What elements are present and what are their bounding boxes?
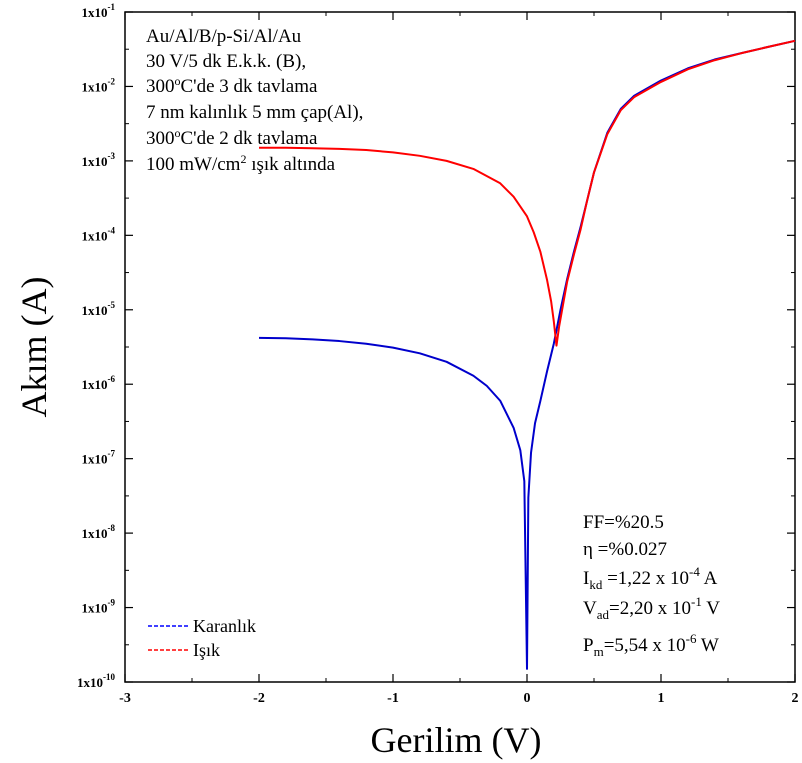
solar-cell-parameters: FF=%20.5 η =%0.027 Ikd =1,22 x 10-4 A Va… bbox=[583, 512, 720, 659]
y-tick-label: 1x10-10 bbox=[77, 672, 115, 690]
param-vad: Vad=2,20 x 10-1 V bbox=[583, 594, 720, 622]
x-axis-label: Gerilim (V) bbox=[371, 720, 542, 760]
legend-label-isik: Işık bbox=[193, 640, 220, 660]
y-tick-label: 1x10-7 bbox=[82, 449, 116, 467]
x-tick-label: -3 bbox=[119, 691, 131, 706]
sample-info-line-3: 300oC'de 3 dk tavlama bbox=[146, 74, 318, 97]
y-tick-label: 1x10-9 bbox=[82, 598, 116, 616]
y-tick-label: 1x10-3 bbox=[82, 151, 116, 169]
y-tick-label: 1x10-5 bbox=[82, 300, 116, 318]
y-axis-label: Akım (A) bbox=[14, 277, 54, 418]
x-tick-label: -1 bbox=[387, 691, 399, 706]
sample-info-line-2: 30 V/5 dk E.k.k. (B), bbox=[146, 51, 306, 72]
sample-info-line-4: 7 nm kalınlık 5 mm çap(Al), bbox=[146, 102, 363, 123]
axis-ticks bbox=[124, 11, 796, 683]
x-tick-label: 0 bbox=[524, 691, 531, 706]
series-group bbox=[258, 39, 796, 670]
series-line-karanlik bbox=[258, 39, 796, 670]
param-ff: FF=%20.5 bbox=[583, 512, 664, 533]
sample-info-line-6: 100 mW/cm2 ışık altında bbox=[146, 152, 336, 175]
sample-info-line-1: Au/Al/B/p-Si/Al/Au bbox=[146, 26, 302, 47]
sample-info-line-5: 300oC'de 2 dk tavlama bbox=[146, 126, 318, 149]
y-tick-label: 1x10-8 bbox=[82, 523, 116, 541]
series-line-isik bbox=[259, 39, 796, 347]
sample-info: Au/Al/B/p-Si/Al/Au 30 V/5 dk E.k.k. (B),… bbox=[146, 26, 363, 175]
x-tick-label: -2 bbox=[253, 691, 265, 706]
y-tick-label: 1x10-2 bbox=[82, 76, 116, 94]
y-tick-label: 1x10-4 bbox=[82, 225, 116, 243]
legend-label-karanlik: Karanlık bbox=[193, 616, 256, 636]
y-tick-labels: 1x10-1 1x10-2 1x10-3 1x10-4 1x10-5 1x10-6 1x10… bbox=[77, 2, 115, 690]
legend: Karanlık Işık bbox=[148, 616, 256, 660]
param-ikd: Ikd =1,22 x 10-4 A bbox=[583, 564, 718, 592]
x-tick-labels: -3 -2 -1 0 1 2 bbox=[119, 691, 798, 706]
param-eta: η =%0.027 bbox=[583, 539, 667, 560]
x-tick-label: 1 bbox=[658, 691, 665, 706]
x-tick-label: 2 bbox=[792, 691, 799, 706]
y-tick-label: 1x10-1 bbox=[82, 2, 116, 20]
y-tick-label: 1x10-6 bbox=[82, 374, 116, 392]
param-pm: Pm=5,54 x 10-6 W bbox=[583, 631, 719, 659]
